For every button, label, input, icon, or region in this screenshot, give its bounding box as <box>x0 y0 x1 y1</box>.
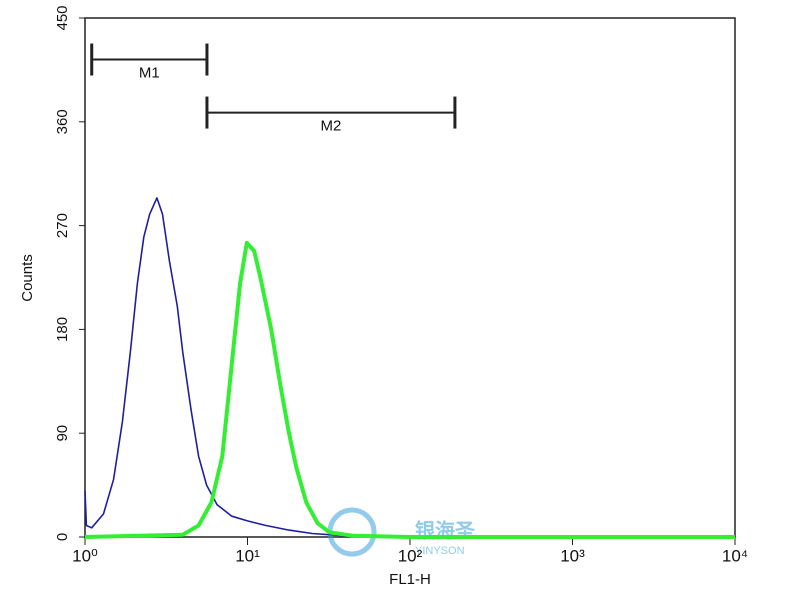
x-tick-label: 10³ <box>560 546 585 565</box>
marker-label: M1 <box>139 64 160 81</box>
y-tick-label: 450 <box>54 5 71 30</box>
histogram-line <box>84 197 735 538</box>
y-tick-label: 90 <box>54 425 71 442</box>
x-axis-label: FL1-H <box>389 571 431 588</box>
y-tick-label: 0 <box>54 533 71 541</box>
y-axis-label: Counts <box>19 254 36 302</box>
plot-frame <box>84 17 736 538</box>
x-tick-label: 10¹ <box>235 546 260 565</box>
marker-label: M2 <box>321 118 342 135</box>
y-tick-label: 180 <box>54 317 71 342</box>
x-tick-label: 10⁰ <box>72 546 98 565</box>
x-tick-label: 10² <box>398 546 423 565</box>
y-tick-label: 270 <box>54 213 71 238</box>
watermark-subtext: YINYSON <box>415 545 465 557</box>
x-tick-label: 10⁴ <box>722 546 748 565</box>
y-tick-label: 360 <box>54 109 71 134</box>
histogram-line <box>84 240 735 539</box>
